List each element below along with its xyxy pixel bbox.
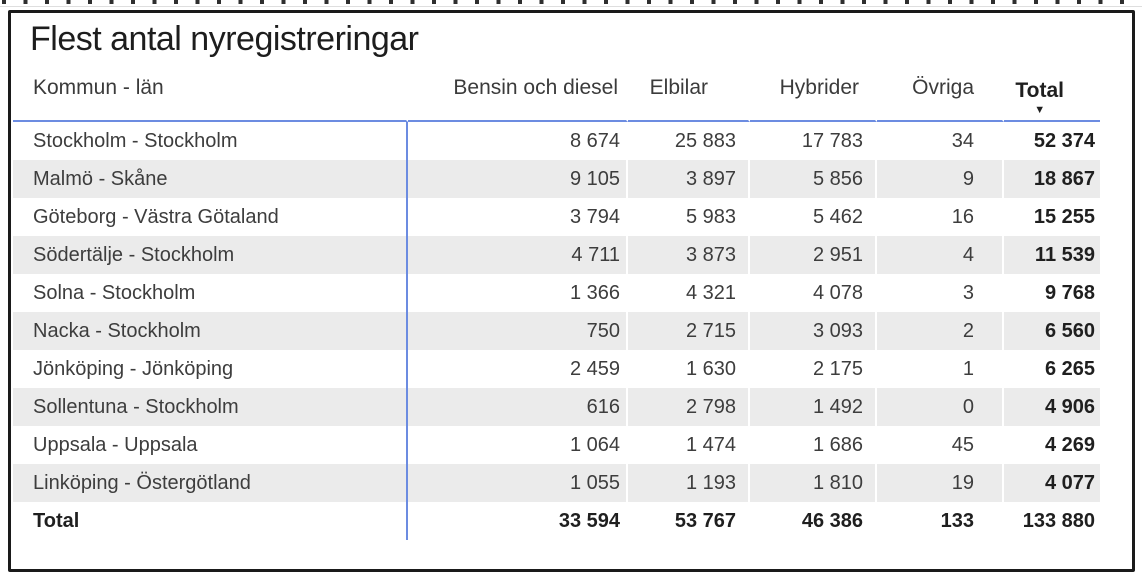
total-value-cell: 33 594 <box>408 502 628 540</box>
row-label-cell[interactable]: Nacka - Stockholm <box>13 312 408 350</box>
table-row: Uppsala - Uppsala 1 064 1 474 1 686 45 4 269 <box>13 426 1100 464</box>
row-label-cell[interactable]: Uppsala - Uppsala <box>13 426 408 464</box>
value-cell[interactable]: 5 983 <box>628 198 750 236</box>
value-cell[interactable]: 0 <box>877 388 1004 426</box>
value-cell[interactable]: 4 269 <box>1004 426 1100 464</box>
total-value-cell: 53 767 <box>628 502 750 540</box>
visual-title: Flest antal nyregistreringar <box>30 20 419 58</box>
row-label-cell[interactable]: Jönköping - Jönköping <box>13 350 408 388</box>
value-cell[interactable]: 4 906 <box>1004 388 1100 426</box>
table-row: Nacka - Stockholm 750 2 715 3 093 2 6 560 <box>13 312 1100 350</box>
value-cell[interactable]: 11 539 <box>1004 236 1100 274</box>
row-label-cell[interactable]: Solna - Stockholm <box>13 274 408 312</box>
table-row: Linköping - Östergötland 1 055 1 193 1 810 1… <box>13 464 1100 502</box>
value-cell[interactable]: 15 255 <box>1004 198 1100 236</box>
value-cell[interactable]: 1 474 <box>628 426 750 464</box>
total-value-cell: 133 <box>877 502 1004 540</box>
table-row: Södertälje - Stockholm 4 711 3 873 2 951 4 11… <box>13 236 1100 274</box>
value-cell[interactable]: 3 794 <box>408 198 628 236</box>
value-cell[interactable]: 4 321 <box>628 274 750 312</box>
value-cell[interactable]: 750 <box>408 312 628 350</box>
value-cell[interactable]: 2 175 <box>750 350 877 388</box>
value-cell[interactable]: 1 492 <box>750 388 877 426</box>
value-cell[interactable]: 6 265 <box>1004 350 1100 388</box>
column-header-kommun-lan[interactable]: Kommun - län <box>13 70 408 122</box>
total-value-cell: 46 386 <box>750 502 877 540</box>
column-header-label: Kommun - län <box>33 76 164 99</box>
value-cell[interactable]: 616 <box>408 388 628 426</box>
table-row: Malmö - Skåne 9 105 3 897 5 856 9 18 867 <box>13 160 1100 198</box>
column-header-label: Bensin och diesel <box>453 76 618 99</box>
row-label-cell[interactable]: Göteborg - Västra Götaland <box>13 198 408 236</box>
table-row: Solna - Stockholm 1 366 4 321 4 078 3 9 768 <box>13 274 1100 312</box>
column-header-label: Hybrider <box>779 76 859 99</box>
column-header-elbilar[interactable]: Elbilar <box>628 70 750 122</box>
value-cell[interactable]: 1 630 <box>628 350 750 388</box>
sort-descending-icon: ▼ <box>1034 104 1046 116</box>
value-cell[interactable]: 2 798 <box>628 388 750 426</box>
total-row: Total 33 594 53 767 46 386 133 133 880 <box>13 502 1100 540</box>
value-cell[interactable]: 4 <box>877 236 1004 274</box>
value-cell[interactable]: 1 366 <box>408 274 628 312</box>
value-cell[interactable]: 1 064 <box>408 426 628 464</box>
column-header-label: Elbilar <box>649 76 708 99</box>
data-table: Kommun - län Bensin och diesel Elbilar Hybr… <box>13 70 1100 540</box>
value-cell[interactable]: 9 768 <box>1004 274 1100 312</box>
column-header-label: Övriga <box>912 76 974 99</box>
value-cell[interactable]: 1 686 <box>750 426 877 464</box>
value-cell[interactable]: 4 078 <box>750 274 877 312</box>
column-header-ovriga[interactable]: Övriga <box>877 70 1004 122</box>
value-cell[interactable]: 2 951 <box>750 236 877 274</box>
table-header: Kommun - län Bensin och diesel Elbilar Hybr… <box>13 70 1100 122</box>
row-label-cell[interactable]: Stockholm - Stockholm <box>13 122 408 160</box>
table-visual-frame: Flest antal nyregistreringar Kommun - lä… <box>8 10 1135 572</box>
total-value-cell: 133 880 <box>1004 502 1100 540</box>
row-label-cell[interactable]: Linköping - Östergötland <box>13 464 408 502</box>
table-body: Stockholm - Stockholm 8 674 25 883 17 783 34… <box>13 122 1100 502</box>
value-cell[interactable]: 9 <box>877 160 1004 198</box>
canvas-edge-line <box>0 6 1142 7</box>
value-cell[interactable]: 17 783 <box>750 122 877 160</box>
value-cell[interactable]: 16 <box>877 198 1004 236</box>
header-row: Kommun - län Bensin och diesel Elbilar Hybr… <box>13 70 1100 122</box>
value-cell[interactable]: 45 <box>877 426 1004 464</box>
value-cell[interactable]: 3 093 <box>750 312 877 350</box>
column-header-hybrider[interactable]: Hybrider <box>750 70 877 122</box>
value-cell[interactable]: 18 867 <box>1004 160 1100 198</box>
table-row: Sollentuna - Stockholm 616 2 798 1 492 0 4 90… <box>13 388 1100 426</box>
table-row: Göteborg - Västra Götaland 3 794 5 983 5 46… <box>13 198 1100 236</box>
value-cell[interactable]: 2 <box>877 312 1004 350</box>
value-cell[interactable]: 3 <box>877 274 1004 312</box>
column-header-total[interactable]: Total ▼ <box>1004 70 1100 122</box>
value-cell[interactable]: 5 856 <box>750 160 877 198</box>
value-cell[interactable]: 2 459 <box>408 350 628 388</box>
table-row: Jönköping - Jönköping 2 459 1 630 2 175 1 6 2… <box>13 350 1100 388</box>
row-label-cell[interactable]: Malmö - Skåne <box>13 160 408 198</box>
row-label-cell[interactable]: Södertälje - Stockholm <box>13 236 408 274</box>
value-cell[interactable]: 19 <box>877 464 1004 502</box>
value-cell[interactable]: 9 105 <box>408 160 628 198</box>
value-cell[interactable]: 4 077 <box>1004 464 1100 502</box>
table-footer: Total 33 594 53 767 46 386 133 133 880 <box>13 502 1100 540</box>
total-row-label: Total <box>13 502 408 540</box>
value-cell[interactable]: 52 374 <box>1004 122 1100 160</box>
column-header-bensin-och-diesel[interactable]: Bensin och diesel <box>408 70 628 122</box>
value-cell[interactable]: 1 <box>877 350 1004 388</box>
column-header-label: Total <box>1015 79 1064 102</box>
value-cell[interactable]: 3 897 <box>628 160 750 198</box>
value-cell[interactable]: 1 810 <box>750 464 877 502</box>
value-cell[interactable]: 2 715 <box>628 312 750 350</box>
value-cell[interactable]: 1 055 <box>408 464 628 502</box>
value-cell[interactable]: 4 711 <box>408 236 628 274</box>
row-label-cell[interactable]: Sollentuna - Stockholm <box>13 388 408 426</box>
value-cell[interactable]: 6 560 <box>1004 312 1100 350</box>
value-cell[interactable]: 8 674 <box>408 122 628 160</box>
table-row: Stockholm - Stockholm 8 674 25 883 17 783 34… <box>13 122 1100 160</box>
value-cell[interactable]: 3 873 <box>628 236 750 274</box>
value-cell[interactable]: 1 193 <box>628 464 750 502</box>
value-cell[interactable]: 34 <box>877 122 1004 160</box>
value-cell[interactable]: 25 883 <box>628 122 750 160</box>
value-cell[interactable]: 5 462 <box>750 198 877 236</box>
canvas-grid-dashes <box>2 0 1140 4</box>
